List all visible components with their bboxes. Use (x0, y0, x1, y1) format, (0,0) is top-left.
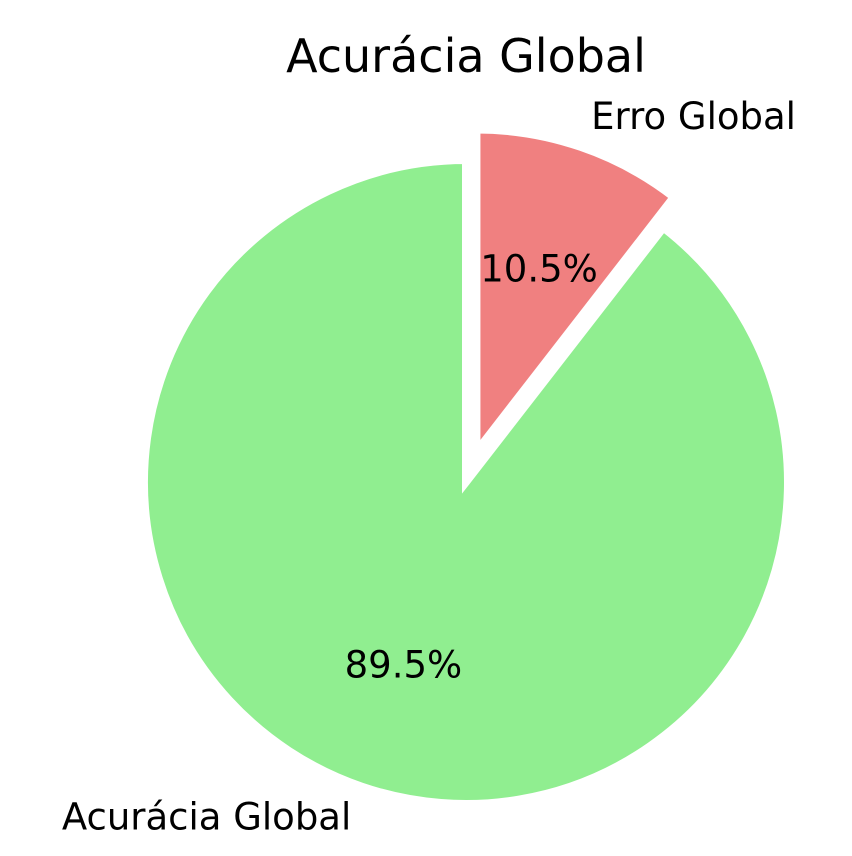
slice-label-erro-global: Erro Global (591, 95, 796, 138)
chart-title: Acurácia Global (286, 29, 646, 83)
slice-label-acuracia-global: Acurácia Global (62, 796, 351, 839)
pie-slices (140, 125, 792, 808)
pct-label-erro-global: 10.5% (480, 247, 598, 290)
pie-slice-erro-global (472, 125, 680, 464)
pie-slice-acuracia-global (140, 155, 792, 808)
pct-label-acuracia-global: 89.5% (345, 643, 463, 686)
pie-labels: 10.5% Erro Global 89.5% Acurácia Global (62, 95, 796, 839)
